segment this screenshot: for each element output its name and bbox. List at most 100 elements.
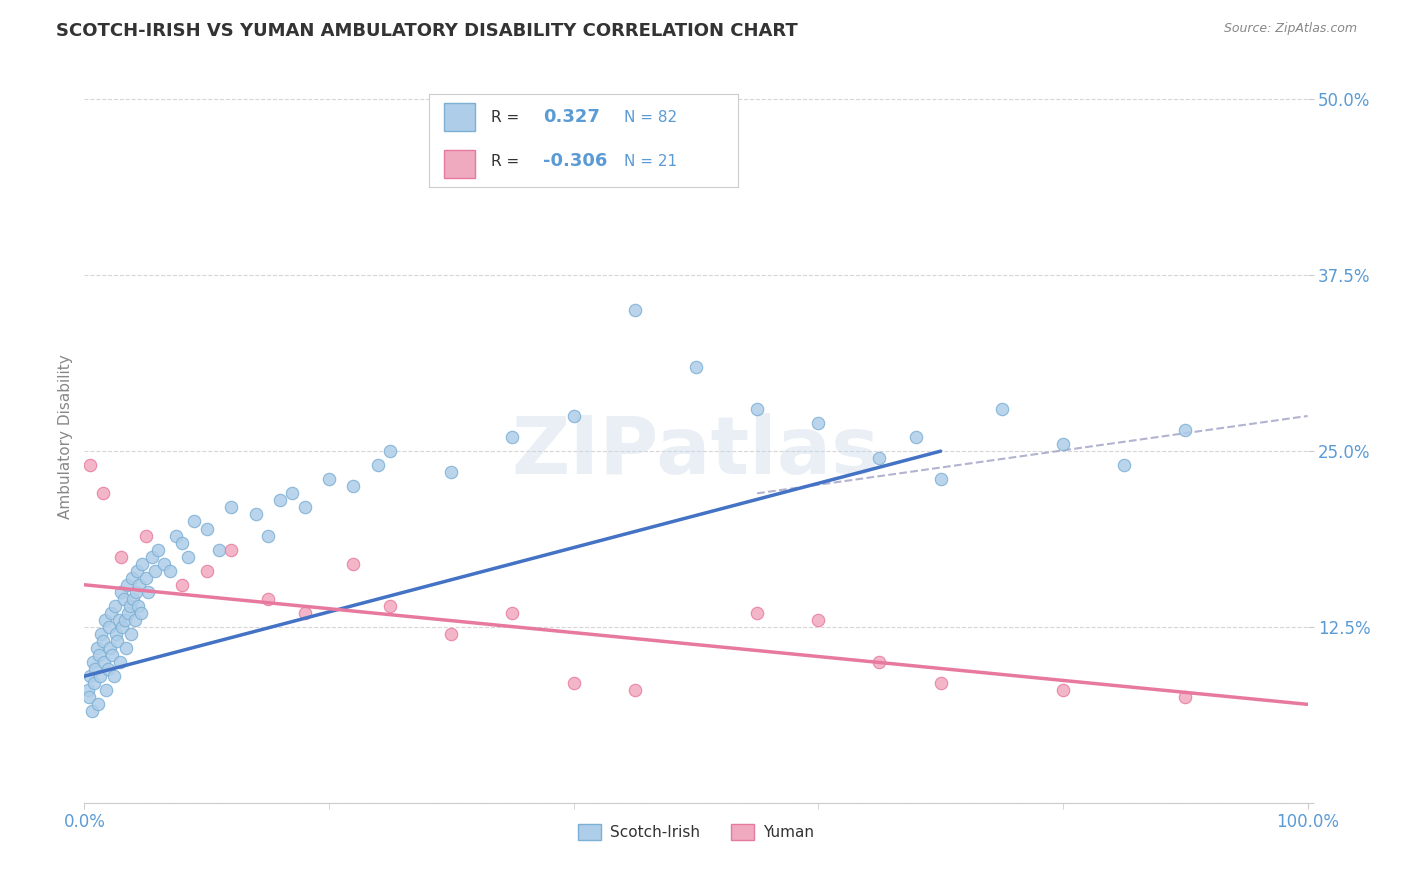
Point: [380, 444, 402, 458]
Point: [83, 676, 105, 690]
Point: [120, 627, 142, 641]
Point: [747, 606, 769, 620]
Point: [929, 676, 952, 690]
Point: [440, 627, 463, 641]
Point: [342, 557, 364, 571]
Point: [91, 486, 114, 500]
Text: N = 21: N = 21: [624, 153, 676, 169]
Point: [747, 401, 769, 416]
Point: [294, 606, 316, 620]
Text: SCOTCH-IRISH VS YUMAN AMBULATORY DISABILITY CORRELATION CHART: SCOTCH-IRISH VS YUMAN AMBULATORY DISABIL…: [56, 22, 799, 40]
Point: [89, 669, 111, 683]
Point: [79, 458, 101, 473]
Bar: [444, 103, 475, 131]
Point: [118, 599, 141, 613]
Point: [87, 698, 110, 712]
Point: [82, 655, 104, 669]
Point: [91, 634, 114, 648]
Point: [97, 620, 120, 634]
Point: [257, 591, 280, 606]
Point: [159, 564, 181, 578]
Point: [93, 655, 115, 669]
Text: Source: ZipAtlas.com: Source: ZipAtlas.com: [1223, 22, 1357, 36]
Point: [115, 641, 138, 656]
Point: [869, 655, 891, 669]
Point: [98, 641, 121, 656]
Point: [86, 641, 108, 656]
Point: [1052, 437, 1074, 451]
Point: [177, 549, 200, 564]
Bar: [444, 150, 475, 178]
Point: [367, 458, 389, 473]
Text: R =: R =: [491, 110, 519, 125]
Point: [685, 359, 707, 374]
Point: [141, 549, 163, 564]
Point: [269, 493, 291, 508]
Point: [129, 606, 152, 620]
Point: [131, 557, 153, 571]
Point: [110, 584, 132, 599]
Point: [128, 578, 150, 592]
Point: [380, 599, 402, 613]
Point: [105, 627, 128, 641]
Point: [80, 705, 103, 719]
Point: [84, 662, 107, 676]
Point: [562, 676, 585, 690]
Point: [107, 613, 129, 627]
Point: [281, 486, 304, 500]
Point: [117, 606, 139, 620]
Point: [195, 564, 218, 578]
Point: [440, 465, 463, 479]
Point: [114, 613, 136, 627]
Point: [1114, 458, 1136, 473]
Legend: Scotch-Irish, Yuman: Scotch-Irish, Yuman: [572, 818, 820, 847]
Point: [219, 500, 242, 515]
Point: [342, 479, 364, 493]
Point: [153, 557, 176, 571]
Point: [135, 571, 157, 585]
Point: [869, 451, 891, 466]
Point: [624, 303, 647, 318]
Point: [624, 683, 647, 698]
Point: [110, 549, 132, 564]
Point: [105, 634, 128, 648]
Point: [108, 655, 131, 669]
Point: [125, 584, 148, 599]
Point: [219, 542, 242, 557]
Text: ZIPatlas: ZIPatlas: [512, 413, 880, 491]
Point: [183, 515, 205, 529]
Point: [245, 508, 267, 522]
Point: [90, 627, 112, 641]
Point: [94, 613, 117, 627]
Point: [807, 416, 830, 430]
Point: [135, 528, 157, 542]
Point: [257, 528, 280, 542]
Point: [103, 669, 125, 683]
Y-axis label: Ambulatory Disability: Ambulatory Disability: [58, 355, 73, 519]
Point: [115, 578, 138, 592]
Point: [77, 690, 100, 705]
Point: [1052, 683, 1074, 698]
Point: [146, 542, 169, 557]
Point: [124, 613, 146, 627]
Point: [318, 472, 340, 486]
Point: [127, 599, 149, 613]
Point: [87, 648, 110, 662]
Point: [929, 472, 952, 486]
Point: [1174, 690, 1197, 705]
Point: [112, 591, 135, 606]
Point: [502, 430, 524, 444]
Point: [208, 542, 231, 557]
Point: [96, 683, 118, 698]
Text: R =: R =: [491, 153, 519, 169]
Point: [502, 606, 524, 620]
Point: [77, 683, 100, 698]
Point: [122, 591, 145, 606]
Point: [79, 669, 101, 683]
Text: N = 82: N = 82: [624, 110, 676, 125]
Point: [111, 620, 134, 634]
Point: [143, 564, 166, 578]
Point: [136, 584, 159, 599]
Point: [562, 409, 585, 423]
Point: [121, 571, 143, 585]
